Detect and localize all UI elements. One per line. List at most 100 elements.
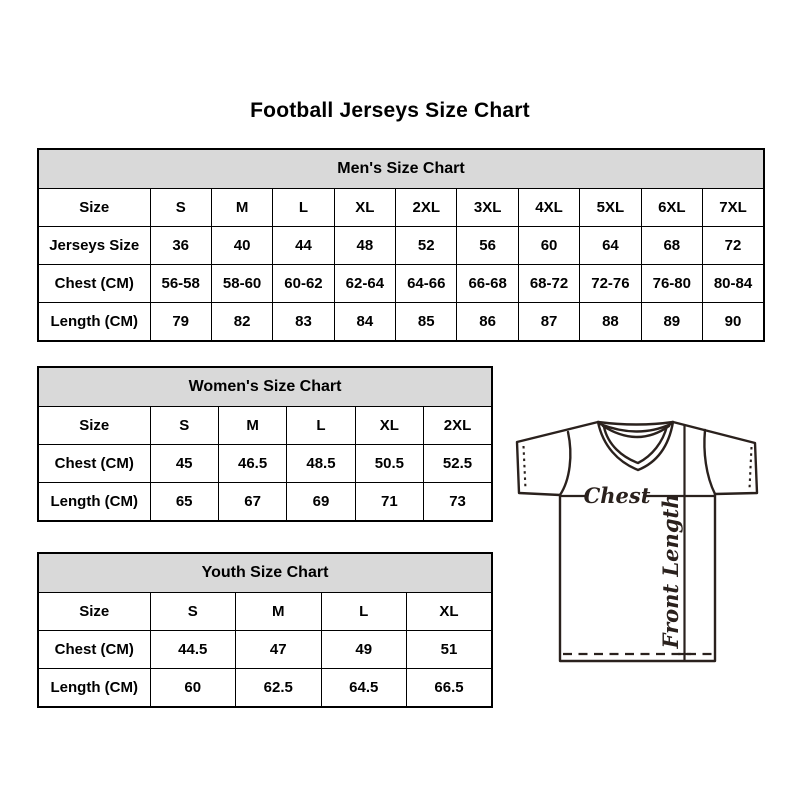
collar-top-line xyxy=(596,420,675,426)
value-cell: 65 xyxy=(149,482,219,522)
value-cell: 49 xyxy=(320,630,407,669)
value-cell: 48.5 xyxy=(286,444,356,483)
value-cell: 64 xyxy=(579,226,642,265)
row-label-cell: Size xyxy=(37,188,151,227)
size-header-cell: 2XL xyxy=(395,188,458,227)
row-label-cell: Chest (CM) xyxy=(37,444,151,483)
value-cell: 86 xyxy=(456,302,519,342)
jersey-outline-icon xyxy=(515,420,759,663)
size-header-cell: 2XL xyxy=(423,406,493,445)
table-row: Length (CM) 65 67 69 71 73 xyxy=(37,482,493,522)
table-row: Length (CM) 79 82 83 84 85 86 87 88 89 90 xyxy=(37,302,765,342)
value-cell: 58-60 xyxy=(210,264,274,303)
front-length-label: Front Length xyxy=(658,494,683,650)
size-header-cell: 4XL xyxy=(517,188,581,227)
table-row: Chest (CM) 44.5 47 49 51 xyxy=(37,630,493,669)
value-cell: 68-72 xyxy=(517,264,581,303)
value-cell: 36 xyxy=(149,226,212,265)
value-cell: 66.5 xyxy=(406,668,493,708)
value-cell: 47 xyxy=(235,630,322,669)
table-row: Size S M L XL 2XL 3XL 4XL 5XL 6XL 7XL xyxy=(37,188,765,227)
value-cell: 76-80 xyxy=(640,264,704,303)
row-label-cell: Length (CM) xyxy=(37,482,151,522)
size-header-cell: 5XL xyxy=(579,188,642,227)
value-cell: 71 xyxy=(354,482,425,522)
value-cell: 44.5 xyxy=(149,630,236,669)
value-cell: 84 xyxy=(333,302,397,342)
size-header-cell: S xyxy=(149,406,219,445)
size-header-cell: S xyxy=(149,188,212,227)
value-cell: 79 xyxy=(149,302,212,342)
size-header-cell: L xyxy=(272,188,335,227)
value-cell: 85 xyxy=(395,302,458,342)
jersey-measurement-diagram: Chest Front Length xyxy=(515,420,759,663)
value-cell: 62.5 xyxy=(235,668,322,708)
value-cell: 73 xyxy=(423,482,493,522)
value-cell: 83 xyxy=(272,302,335,342)
table-row: Chest (CM) 56-58 58-60 60-62 62-64 64-66 66-68… xyxy=(37,264,765,303)
size-table: Men's Size Chart Size S M L XL 2XL 3XL 4XL 5XL 6XL… xyxy=(37,148,765,342)
left-cuff-stitch-line xyxy=(522,445,527,490)
value-cell: 45 xyxy=(149,444,219,483)
value-cell: 52 xyxy=(395,226,458,265)
collar-outer-v xyxy=(596,420,675,472)
row-label-cell: Length (CM) xyxy=(37,668,151,708)
table-row: Jerseys Size 36 40 44 48 52 56 60 64 68 72 xyxy=(37,226,765,265)
value-cell: 62-64 xyxy=(333,264,397,303)
value-cell: 64-66 xyxy=(395,264,458,303)
value-cell: 60 xyxy=(149,668,236,708)
value-cell: 48 xyxy=(333,226,397,265)
size-header-cell: M xyxy=(235,592,322,631)
size-header-cell: M xyxy=(210,188,274,227)
value-cell: 50.5 xyxy=(354,444,425,483)
size-header-cell: XL xyxy=(354,406,425,445)
measurement-lines xyxy=(560,425,715,661)
row-label-cell: Chest (CM) xyxy=(37,630,151,669)
right-armhole-seam xyxy=(703,428,717,496)
size-header-cell: XL xyxy=(406,592,493,631)
value-cell: 72-76 xyxy=(579,264,642,303)
collar-inner-v xyxy=(602,424,669,465)
collar-arc-1 xyxy=(598,422,673,433)
left-armhole-seam xyxy=(558,430,572,497)
table-row: Size S M L XL xyxy=(37,592,493,631)
value-cell: 90 xyxy=(702,302,765,342)
value-cell: 67 xyxy=(217,482,288,522)
size-header-cell: XL xyxy=(333,188,397,227)
row-label-cell: Size xyxy=(37,592,151,631)
row-label-cell: Length (CM) xyxy=(37,302,151,342)
value-cell: 46.5 xyxy=(217,444,288,483)
value-cell: 80-84 xyxy=(702,264,765,303)
size-header-cell: 6XL xyxy=(640,188,704,227)
chest-label: Chest xyxy=(584,483,651,508)
value-cell: 88 xyxy=(579,302,642,342)
table-row: Size S M L XL 2XL xyxy=(37,406,493,445)
size-header-cell: S xyxy=(149,592,236,631)
row-label-cell: Jerseys Size xyxy=(37,226,151,265)
table-row: Chest (CM) 45 46.5 48.5 50.5 52.5 xyxy=(37,444,493,483)
value-cell: 72 xyxy=(702,226,765,265)
size-header-cell: 3XL xyxy=(456,188,519,227)
value-cell: 82 xyxy=(210,302,274,342)
size-header-cell: M xyxy=(217,406,288,445)
womens-size-chart: Women's Size Chart Size S M L XL 2XL Chest (CM)… xyxy=(37,366,493,522)
value-cell: 87 xyxy=(517,302,581,342)
table-title-row: Youth Size Chart xyxy=(37,552,493,593)
value-cell: 52.5 xyxy=(423,444,493,483)
row-label-cell: Chest (CM) xyxy=(37,264,151,303)
row-label-cell: Size xyxy=(37,406,151,445)
value-cell: 64.5 xyxy=(320,668,407,708)
table-title: Women's Size Chart xyxy=(37,366,493,407)
size-header-cell: L xyxy=(320,592,407,631)
value-cell: 69 xyxy=(286,482,356,522)
page-title: Football Jerseys Size Chart xyxy=(250,99,530,122)
mens-size-chart: Men's Size Chart Size S M L XL 2XL 3XL 4XL 5XL 6XL… xyxy=(37,148,765,342)
body-outline xyxy=(558,492,717,663)
size-table: Youth Size Chart Size S M L XL Chest (CM) 44.5 4… xyxy=(37,552,493,708)
size-table: Women's Size Chart Size S M L XL 2XL Chest (CM)… xyxy=(37,366,493,522)
value-cell: 66-68 xyxy=(456,264,519,303)
value-cell: 44 xyxy=(272,226,335,265)
right-cuff-stitch-line xyxy=(748,446,753,490)
right-sleeve-outline xyxy=(671,420,759,496)
